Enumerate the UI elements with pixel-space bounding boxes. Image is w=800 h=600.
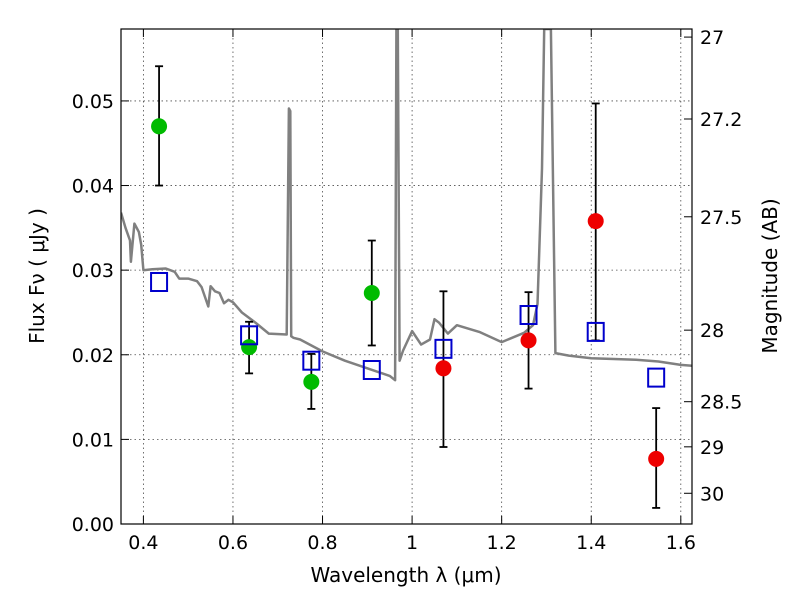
error-bars [155, 65, 661, 509]
y-tick-label: 0.01 [72, 429, 114, 451]
y2-tick-label: 30 [700, 483, 724, 505]
y2-tick-label: 27 [700, 27, 724, 49]
data-point-square [240, 325, 259, 346]
data-point-square [434, 338, 453, 359]
axis-ticks: 0.4 0.6 0.8 1 1.2 1.4 1.6 0.00 0.01 0.02 0.03 0.04 0… [72, 27, 743, 554]
model-spectrum [121, 29, 692, 382]
grid-lines [121, 29, 692, 525]
data-point-circle [303, 373, 320, 390]
x-tick-label: 0.4 [128, 532, 158, 554]
data-point-square [647, 367, 666, 388]
y-axis-title: Flux Fν ( μJy ) [25, 208, 49, 344]
y-tick-label: 0.04 [72, 176, 114, 198]
x-tick-label: 1.6 [666, 532, 696, 554]
x-tick-label: 1 [406, 532, 418, 554]
data-point-circle [241, 339, 258, 356]
x-axis-title: Wavelength λ (μm) [310, 563, 501, 587]
data-point-circle [363, 285, 380, 301]
plot-frame [120, 28, 693, 525]
data-point-square [586, 321, 605, 342]
x-tick-label: 0.8 [307, 532, 337, 554]
x-tick-label: 1.4 [576, 532, 606, 554]
y2-tick-label: 27.2 [700, 109, 742, 131]
data-point-square [362, 360, 381, 380]
y2-axis-title: Magnitude (AB) [758, 198, 782, 353]
data-point-circle [520, 332, 537, 349]
y2-tick-label: 27.5 [700, 207, 742, 229]
y2-tick-label: 28 [700, 320, 724, 342]
data-point-square [150, 272, 169, 292]
data-point-circle [435, 360, 452, 377]
data-markers [150, 118, 666, 467]
y-tick-label: 0.02 [72, 345, 114, 367]
y2-tick-label: 29 [700, 437, 724, 459]
data-point-circle [587, 213, 604, 230]
y2-tick-label: 28.5 [700, 392, 742, 414]
x-tick-label: 0.6 [218, 532, 248, 554]
data-point-circle [151, 118, 168, 135]
x-tick-label: 1.2 [487, 532, 517, 554]
data-point-circle [648, 450, 665, 467]
data-point-square [519, 305, 538, 325]
y-tick-label: 0.03 [72, 260, 114, 282]
model-spectrum-line [121, 29, 692, 382]
y-tick-label: 0.00 [72, 514, 114, 536]
y-tick-label: 0.05 [72, 91, 114, 113]
data-point-square [302, 350, 321, 371]
